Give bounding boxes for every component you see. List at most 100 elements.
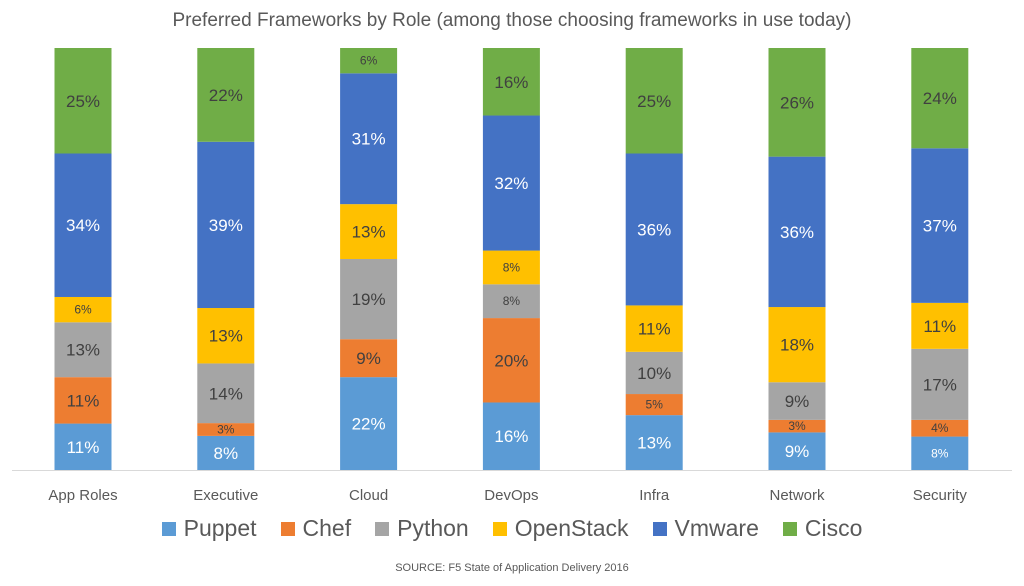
legend-label: Puppet [183, 515, 257, 541]
bar-segment-puppet [482, 402, 540, 470]
data-label: 20% [494, 351, 528, 370]
legend-label: OpenStack [514, 515, 629, 541]
bar-segment-puppet [340, 377, 398, 470]
data-label: 9% [356, 349, 381, 368]
data-label: 16% [494, 427, 528, 446]
data-label: 18% [780, 336, 814, 355]
bar-segment-puppet [54, 423, 112, 470]
bar-segment-openstack [768, 307, 826, 383]
data-label: 17% [923, 375, 957, 394]
bar-segment-openstack [54, 296, 112, 323]
legend-swatch [492, 521, 507, 536]
legend-item-openstack: OpenStack [492, 515, 629, 542]
data-label: 31% [352, 130, 386, 149]
bar-segment-python [197, 363, 255, 424]
x-tick-label: App Roles [48, 487, 117, 504]
data-label: 26% [780, 93, 814, 112]
x-tick-label: Cloud [349, 487, 388, 504]
bar-segment-vmware [54, 153, 112, 297]
bar-segment-chef [54, 377, 112, 424]
legend-label: Cisco [804, 515, 863, 541]
bar-segment-cisco [54, 48, 112, 154]
bar-segment-vmware [197, 141, 255, 309]
legend-item-vmware: Vmware [652, 515, 759, 542]
bar-segment-openstack [197, 308, 255, 364]
bar-segment-vmware [625, 153, 683, 306]
bar-segment-python [625, 351, 683, 395]
data-label: 36% [780, 223, 814, 242]
data-label: 11% [67, 438, 100, 457]
legend-swatch [161, 521, 176, 536]
bar-segment-puppet [911, 436, 969, 470]
bar-segment-cisco [625, 48, 683, 154]
bar-segment-chef [197, 423, 255, 436]
x-tick-label: Infra [639, 487, 670, 504]
bar-segment-cisco [768, 48, 826, 157]
legend: Puppet Chef Python OpenStack Vmware Cisco [0, 515, 1024, 542]
data-label: 5% [646, 398, 664, 412]
bar-segment-openstack [625, 305, 683, 352]
bar-segment-cisco [482, 48, 540, 116]
bar-segment-puppet [768, 432, 826, 470]
data-label: 8% [503, 294, 521, 308]
legend-label: Vmware [674, 515, 759, 541]
bar-segment-python [911, 348, 969, 420]
data-label: 36% [637, 220, 671, 239]
bar-segment-vmware [482, 115, 540, 251]
legend-label: Chef [302, 515, 352, 541]
bar-segment-cisco [911, 48, 969, 149]
legend-swatch [375, 521, 390, 536]
legend-item-cisco: Cisco [782, 515, 863, 542]
legend-swatch [782, 521, 797, 536]
data-label: 22% [209, 86, 243, 105]
legend-swatch [652, 521, 667, 536]
data-label: 6% [74, 303, 92, 317]
data-label: 25% [637, 92, 671, 111]
data-label: 11% [638, 320, 671, 339]
data-label: 8% [214, 444, 239, 463]
bar-segment-openstack [911, 302, 969, 349]
bar-segment-vmware [340, 73, 398, 205]
bar-segment-chef [625, 394, 683, 416]
data-label: 3% [788, 419, 806, 433]
data-label: 24% [923, 89, 957, 108]
data-label: 14% [209, 384, 243, 403]
bar-segment-puppet [197, 435, 255, 470]
data-label: 13% [209, 327, 243, 346]
data-label: 11% [923, 317, 956, 336]
data-label: 11% [67, 391, 100, 410]
data-label: 39% [209, 216, 243, 235]
chart-title: Preferred Frameworks by Role (among thos… [172, 10, 852, 31]
data-label: 10% [637, 364, 671, 383]
bar-segment-chef [911, 419, 969, 437]
source-note: SOURCE: F5 State of Application Delivery… [395, 562, 629, 574]
bar-segment-python [340, 259, 398, 340]
bar-segment-python [482, 284, 540, 319]
bar-segment-chef [768, 419, 826, 433]
x-tick-label: DevOps [484, 487, 538, 504]
bar-segment-python [54, 322, 112, 378]
data-label: 34% [66, 216, 100, 235]
x-tick-label: Network [769, 487, 825, 504]
data-label: 6% [360, 54, 378, 68]
data-label: 8% [931, 446, 949, 460]
data-label: 8% [503, 260, 521, 274]
bar-segment-openstack [340, 204, 398, 259]
legend-label: Python [397, 515, 469, 541]
bar-segment-cisco [197, 48, 255, 142]
data-label: 16% [494, 73, 528, 92]
data-label: 32% [494, 174, 528, 193]
bar-segment-chef [340, 339, 398, 378]
data-label: 3% [217, 423, 235, 437]
data-label: 13% [66, 341, 100, 360]
data-label: 9% [785, 442, 810, 461]
legend-item-chef: Chef [280, 515, 352, 542]
bar-segment-vmware [768, 156, 826, 308]
legend-item-python: Python [375, 515, 469, 542]
legend-swatch [280, 521, 295, 536]
data-label: 22% [352, 415, 386, 434]
data-label: 13% [352, 223, 386, 242]
x-tick-label: Executive [193, 487, 258, 504]
